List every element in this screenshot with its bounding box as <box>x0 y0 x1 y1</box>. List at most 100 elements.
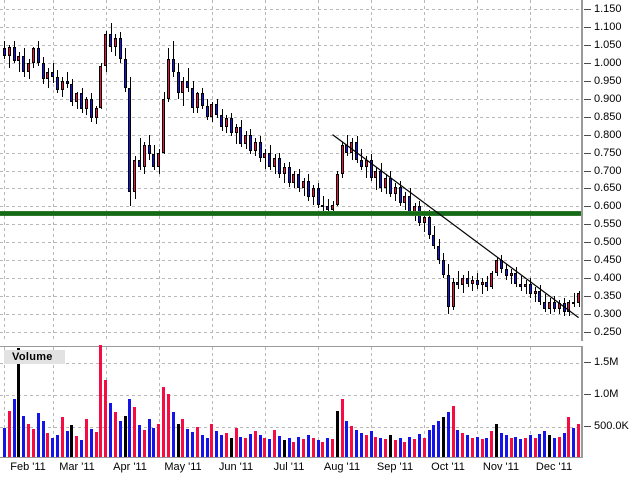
volume-bar <box>442 417 445 457</box>
volume-bar <box>394 440 397 457</box>
volume-bar <box>85 418 88 457</box>
volume-bar <box>239 436 242 457</box>
volume-bar <box>181 418 184 457</box>
volume-bar <box>360 432 363 457</box>
candle-wick <box>458 271 459 289</box>
support-level-line[interactable] <box>0 210 581 216</box>
candle-wick <box>511 269 512 284</box>
candle-body <box>17 55 20 61</box>
volume-axis-label: 500.0K <box>594 420 629 432</box>
candle-body <box>206 105 209 117</box>
volume-bar <box>215 431 218 457</box>
candle-wick <box>472 276 473 291</box>
candle-body <box>143 145 146 167</box>
candle-body <box>553 301 556 309</box>
gridline-vertical-volume <box>477 347 478 457</box>
candle-body <box>510 272 513 277</box>
price-axis-label: 0.350 <box>594 290 622 303</box>
candle-body <box>432 235 435 246</box>
axis-tick <box>584 206 591 208</box>
volume-bar <box>61 417 64 457</box>
candle-wick <box>67 71 68 88</box>
volume-bar <box>476 436 479 457</box>
candle-body <box>157 152 160 167</box>
volume-bar <box>95 432 98 457</box>
candle-body <box>384 177 387 189</box>
gridline-horizontal <box>0 188 581 190</box>
volume-bar <box>418 433 421 457</box>
price-axis: 1.150 1.100 1.050 1.000 0.950 0.900 0.850 0.800… <box>584 0 640 341</box>
candle-body <box>543 301 546 309</box>
gridline-horizontal <box>0 395 581 396</box>
candle-body <box>442 260 445 275</box>
axis-tick <box>584 98 591 100</box>
volume-bar <box>66 430 69 457</box>
candle-body <box>70 84 73 103</box>
volume-bar <box>210 423 213 457</box>
gridline-vertical-volume <box>530 347 531 457</box>
price-axis-label: 0.650 <box>594 182 622 195</box>
candle-body <box>312 188 315 198</box>
volume-bar <box>8 410 11 457</box>
candle-wick <box>328 199 329 214</box>
gridline-horizontal <box>0 296 581 298</box>
gridline-vertical-volume <box>371 347 372 457</box>
volume-bar <box>341 399 344 457</box>
price-axis-label: 0.550 <box>594 218 622 231</box>
axis-tick <box>584 332 591 334</box>
volume-chart-panel[interactable]: Volume <box>0 345 583 458</box>
candle-body <box>22 55 25 72</box>
candle-body <box>321 204 324 207</box>
candle-body <box>437 245 440 261</box>
volume-bar <box>138 425 141 457</box>
volume-bar <box>225 432 228 457</box>
gridline-vertical-price <box>265 0 266 341</box>
volume-bar <box>172 412 175 457</box>
price-axis-label: 0.250 <box>594 326 622 339</box>
volume-bar <box>543 431 546 457</box>
candle-body <box>13 46 16 61</box>
volume-bar <box>355 430 358 457</box>
candle-body <box>399 186 402 203</box>
volume-bar <box>374 436 377 457</box>
volume-bar <box>292 441 295 457</box>
descending-trendline[interactable] <box>0 0 583 341</box>
candle-body <box>577 292 580 304</box>
volume-bar <box>206 437 209 457</box>
volume-bar <box>399 437 402 457</box>
gridline-horizontal <box>0 44 581 46</box>
volume-bar <box>529 435 532 457</box>
axis-tick <box>584 8 591 10</box>
volume-bar <box>563 432 566 457</box>
volume-bar <box>495 423 498 457</box>
volume-bar <box>128 399 131 457</box>
volume-bar <box>408 436 411 457</box>
candle-body <box>235 127 238 133</box>
gridline-horizontal <box>0 260 581 262</box>
gridline-horizontal <box>0 363 581 364</box>
candle-body <box>37 48 40 63</box>
volume-bar <box>278 435 281 457</box>
volume-bar <box>42 421 45 457</box>
volume-bar <box>413 439 416 457</box>
volume-bar <box>162 386 165 457</box>
volume-bar <box>510 437 513 457</box>
candle-body <box>481 281 484 286</box>
price-chart-panel[interactable] <box>0 0 583 341</box>
candle-wick <box>482 278 483 295</box>
candle-wick <box>323 195 324 212</box>
volume-bar <box>481 439 484 457</box>
volume-bar <box>365 434 368 457</box>
volume-bar <box>331 439 334 457</box>
date-axis-label: Mar '11 <box>59 461 95 473</box>
volume-bar <box>3 427 6 457</box>
volume-bar <box>312 437 315 457</box>
volume-bar <box>553 437 556 457</box>
price-axis-label: 1.050 <box>594 38 622 51</box>
candle-body <box>104 34 107 67</box>
volume-bar <box>249 433 252 457</box>
candle-body <box>75 93 78 103</box>
volume-bar <box>70 425 73 457</box>
axis-tick <box>584 224 591 226</box>
volume-bar <box>466 435 469 457</box>
